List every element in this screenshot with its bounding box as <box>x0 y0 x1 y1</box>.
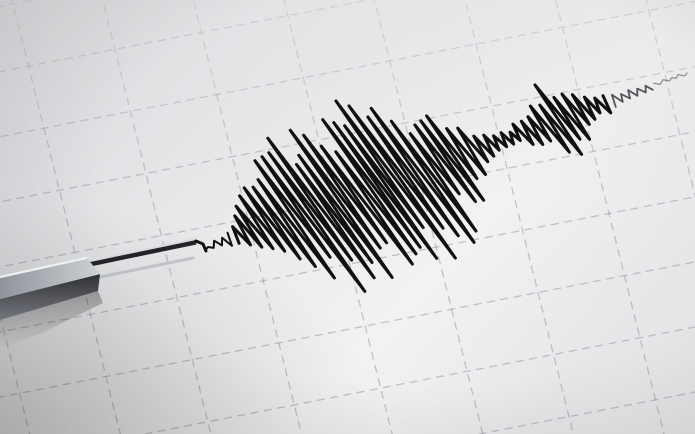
needle-shadow <box>98 256 195 279</box>
trace-segment <box>231 83 613 293</box>
pen-arm-shadow <box>0 291 103 348</box>
trace-segment <box>611 84 654 108</box>
pen-needle-highlight <box>89 238 197 262</box>
pen-body-top-face <box>0 257 100 299</box>
seismic-waveform-trace <box>204 72 688 293</box>
pen-body-front-face <box>0 274 100 320</box>
pen-tip-hook <box>194 239 208 253</box>
trace-segment <box>653 72 688 85</box>
pen-needle <box>89 239 197 267</box>
pen-body-highlight-edge <box>0 256 88 279</box>
trace-segment <box>204 231 233 251</box>
pen-arm <box>0 238 208 320</box>
